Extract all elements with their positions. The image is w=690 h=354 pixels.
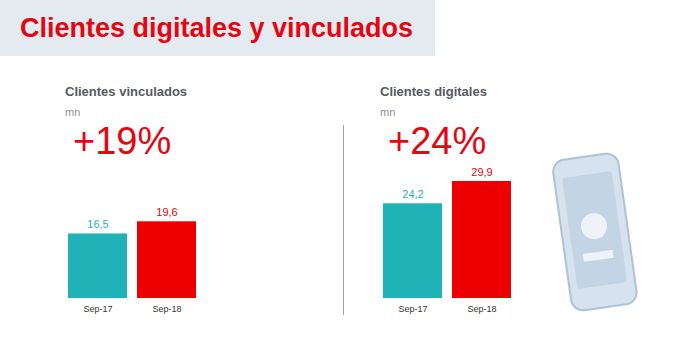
svg-text:29,9: 29,9 xyxy=(471,166,492,178)
html-text:mn: mn xyxy=(65,106,81,118)
html-text:Clientes vinculados: Clientes vinculados xyxy=(65,84,188,99)
html-text:+24%: +24% xyxy=(388,120,487,162)
svg-text:Sep-18: Sep-18 xyxy=(467,304,496,314)
svg-text:19,6: 19,6 xyxy=(156,206,177,218)
svg-text:Sep-18: Sep-18 xyxy=(152,304,181,314)
html-text:Clientes digitales: Clientes digitales xyxy=(380,84,487,99)
svg-text:16,5: 16,5 xyxy=(87,218,108,230)
svg-text:24,2: 24,2 xyxy=(402,188,423,200)
svg-text:Sep-17: Sep-17 xyxy=(83,304,112,314)
html-text:+19%: +19% xyxy=(73,120,172,162)
html-text:mn: mn xyxy=(380,106,396,118)
svg-text:Sep-17: Sep-17 xyxy=(398,304,427,314)
html-text:Clientes digitales y vinculado: Clientes digitales y vinculados xyxy=(20,12,414,43)
